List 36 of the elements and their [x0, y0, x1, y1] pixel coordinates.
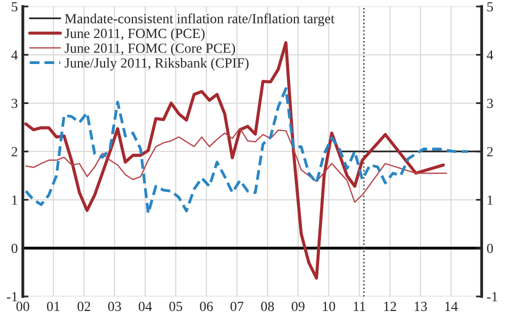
legend-label: Mandate-consistent inflation rate/Inflation target [64, 13, 335, 26]
y2-tick-label: 4 [486, 50, 494, 60]
y-tick-label: 4 [11, 50, 18, 60]
line-series [24, 87, 470, 215]
y-tick-label: 2 [12, 147, 18, 156]
x-tick-label: 05 [169, 302, 182, 312]
x-tick-label: 06 [200, 302, 213, 312]
x-tick-label: 01 [46, 302, 60, 312]
legend-label: June/July 2011, Riksbank (CPIF) [64, 58, 249, 71]
x-tick-label: 02 [78, 302, 90, 312]
y-tick-label: 1 [12, 195, 18, 205]
line-series [25, 128, 448, 203]
x-tick-label: 07 [230, 302, 244, 312]
y2-tick-label: 1 [488, 195, 493, 205]
x-tick-label: 03 [108, 302, 121, 312]
x-tick-label: 11 [354, 302, 366, 311]
y2-tick-label: 5 [487, 2, 493, 12]
y-tick-label: 3 [12, 98, 18, 108]
x-tick-label: 14 [445, 302, 458, 311]
y-tick-label: 0 [12, 244, 18, 254]
y2-tick-label: -1 [487, 292, 498, 302]
x-tick-label: 08 [261, 302, 274, 312]
y-tick-label: -1 [6, 292, 18, 302]
x-tick-label: 00 [16, 302, 30, 312]
x-tick-label: 04 [138, 302, 152, 312]
x-tick-label: 13 [414, 302, 427, 312]
x-tick-label: 09 [292, 302, 304, 312]
x-tick-label: 10 [322, 302, 336, 312]
y2-tick-label: 3 [487, 98, 493, 108]
legend-label: June 2011, FOMC (Core PCE) [64, 43, 236, 56]
y2-tick-label: 2 [487, 147, 493, 156]
y2-tick-label: 0 [487, 244, 493, 254]
line-series [24, 41, 445, 280]
legend-label: June 2011, FOMC (PCE) [64, 28, 205, 41]
x-tick-label: 12 [384, 302, 396, 311]
y-tick-label: 5 [12, 2, 18, 12]
